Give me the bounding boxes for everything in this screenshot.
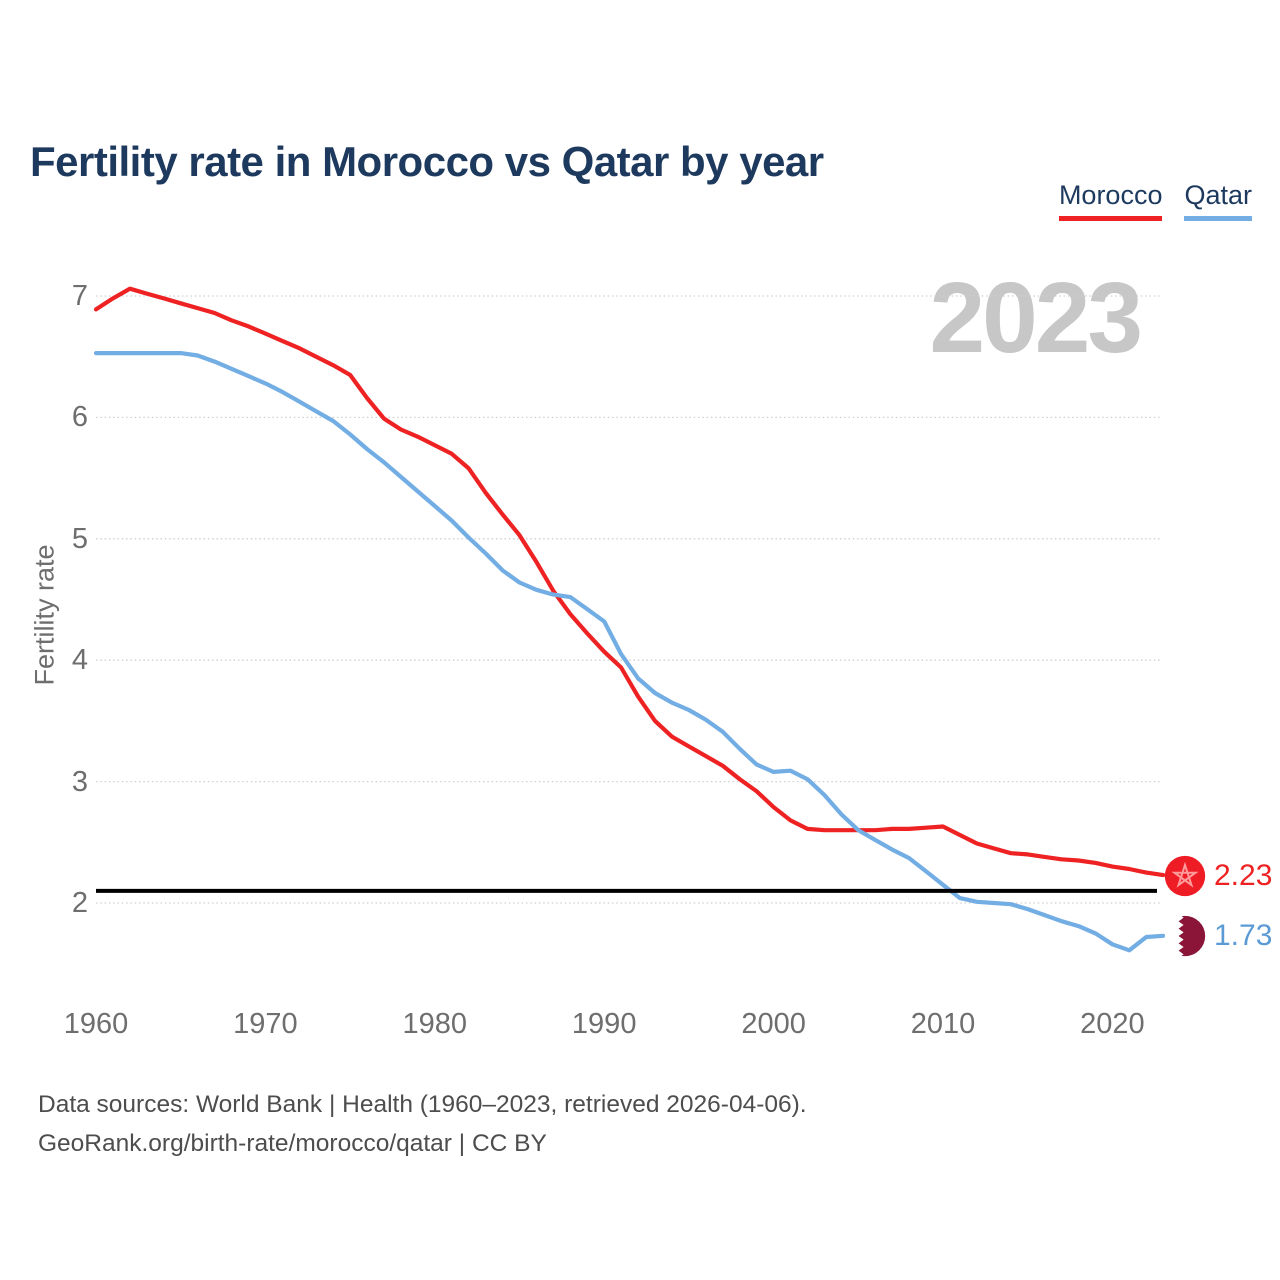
- y-axis-title: Fertility rate: [29, 544, 60, 686]
- x-tick-label-1990: 1990: [571, 1008, 637, 1040]
- license-line: GeoRank.org/birth-rate/morocco/qatar | C…: [38, 1129, 547, 1157]
- x-tick-label-1970: 1970: [233, 1008, 298, 1040]
- morocco-flag-icon: [1164, 855, 1206, 897]
- x-tick-label-2000: 2000: [741, 1008, 806, 1040]
- morocco-end-value: 2.23: [1214, 859, 1273, 892]
- x-tick-label-2010: 2010: [910, 1008, 976, 1040]
- x-tick-label-2020: 2020: [1080, 1008, 1145, 1040]
- source-attribution: Data sources: World Bank | Health (1960–…: [38, 1086, 807, 1163]
- qatar-end-value: 1.73: [1214, 919, 1273, 952]
- y-tick-label-2: 2: [71, 887, 88, 919]
- morocco-series-line: [93, 286, 1166, 878]
- y-tick-label-7: 7: [71, 280, 88, 312]
- source-line: Data sources: World Bank | Health (1960–…: [38, 1091, 807, 1118]
- y-tick-label-3: 3: [71, 765, 88, 798]
- y-tick-label-6: 6: [71, 401, 88, 434]
- legend-item-qatar[interactable]: Qatar: [1184, 180, 1252, 221]
- x-tick-label-1980: 1980: [402, 1008, 468, 1040]
- x-tick-label-1960: 1960: [63, 1008, 129, 1040]
- qatar-flag-icon: [1164, 915, 1206, 957]
- page-title: Fertility rate in Morocco vs Qatar by ye…: [30, 138, 824, 186]
- year-watermark: 2023: [929, 262, 1143, 374]
- qatar-series-line: [93, 351, 1166, 953]
- legend-item-morocco[interactable]: Morocco: [1058, 180, 1163, 221]
- legend: Morocco Qatar: [1058, 180, 1252, 221]
- y-tick-label-5: 5: [71, 522, 88, 555]
- y-tick-label-4: 4: [71, 644, 88, 677]
